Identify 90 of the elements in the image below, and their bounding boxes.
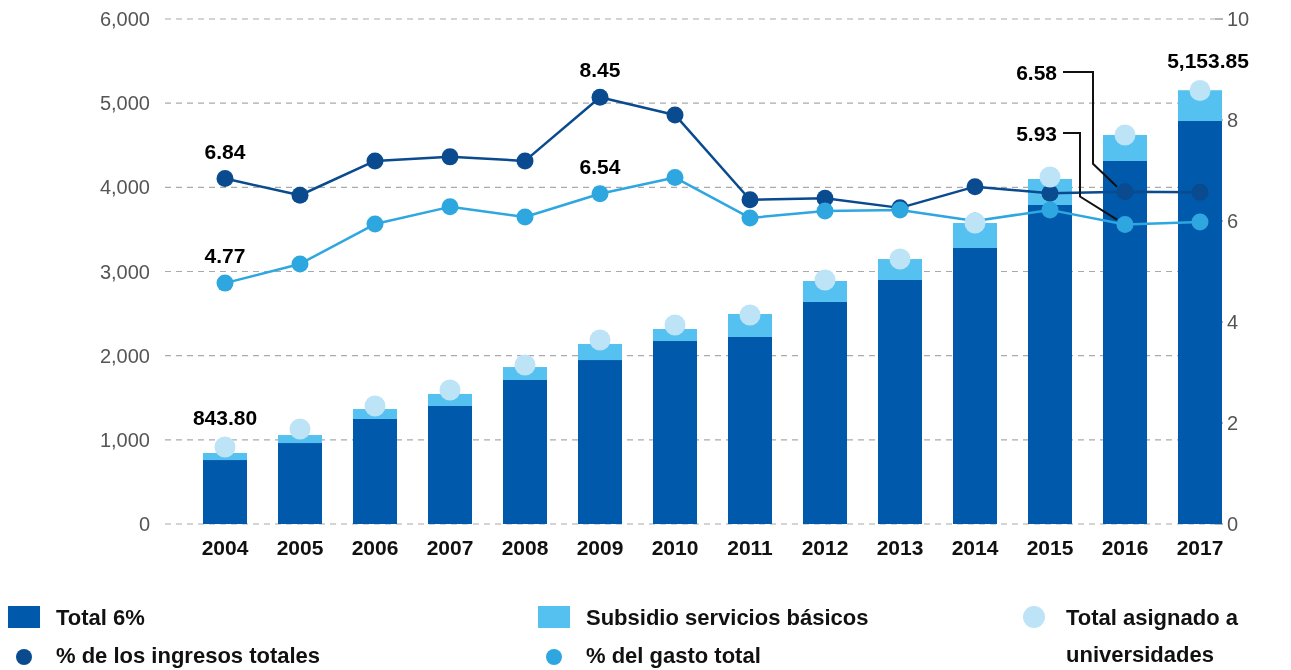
legend-label: Total asignado a universidades	[1066, 605, 1239, 667]
point	[1039, 166, 1061, 188]
point	[741, 191, 759, 209]
bar	[728, 336, 772, 524]
point	[889, 248, 911, 270]
x-tick-label: 2009	[576, 536, 624, 559]
data-label: 6.54	[579, 154, 621, 178]
y2-tick-label: 4	[1227, 311, 1239, 333]
point	[214, 436, 236, 458]
point	[591, 88, 609, 106]
bar	[953, 248, 997, 524]
bar	[653, 341, 697, 524]
y2-tick-label: 6	[1227, 210, 1239, 232]
x-tick-label: 2014	[951, 536, 999, 559]
legend-label: Subsidio servicios básicos	[586, 605, 869, 630]
point	[1189, 80, 1211, 102]
x-tick-label: 2017	[1176, 536, 1224, 559]
x-tick-label: 2007	[426, 536, 474, 559]
point	[364, 395, 386, 417]
bar	[203, 460, 247, 524]
point	[289, 418, 311, 440]
x-tick-label: 2004	[201, 536, 249, 559]
point	[741, 209, 759, 227]
point	[666, 106, 684, 124]
point	[291, 186, 309, 204]
y2-tick-label: 0	[1227, 513, 1239, 535]
point	[1191, 213, 1209, 231]
data-label: 8.45	[579, 58, 621, 82]
bar	[578, 360, 622, 524]
point	[516, 208, 534, 226]
point	[816, 202, 834, 220]
y-tick-label: 2,000	[99, 344, 150, 367]
data-label: 6.58	[1016, 61, 1058, 84]
point	[291, 255, 309, 273]
x-tick-label: 2010	[651, 536, 699, 559]
x-tick-label: 2013	[876, 536, 924, 559]
x-tick-label: 2011	[727, 536, 774, 559]
point	[964, 212, 986, 234]
point	[216, 170, 234, 188]
y2-tick-label: 2	[1227, 412, 1239, 434]
point	[366, 215, 384, 233]
bar	[428, 406, 472, 524]
point	[441, 198, 459, 216]
y2-tick-label: 10	[1227, 8, 1250, 30]
data-label: 6.84	[204, 139, 246, 163]
point	[1116, 216, 1134, 234]
point	[514, 354, 536, 376]
point	[216, 274, 234, 292]
y-tick-label: 3,000	[99, 260, 150, 283]
legend-label: % de los ingresos totales	[56, 643, 321, 668]
x-tick-label: 2005	[276, 536, 324, 559]
bar	[1178, 121, 1222, 524]
x-tick-label: 2006	[351, 536, 399, 559]
y-tick-label: 0	[138, 513, 150, 535]
point	[1114, 124, 1136, 146]
data-label: 4.77	[204, 244, 246, 268]
total-label: 5,153.85	[1167, 49, 1250, 73]
y-tick-label: 1,000	[99, 428, 150, 451]
x-tick-label: 2012	[801, 536, 849, 559]
point	[366, 152, 384, 170]
point	[1116, 183, 1134, 201]
x-tick-label: 2015	[1026, 536, 1074, 559]
point	[591, 185, 609, 203]
point	[439, 379, 461, 401]
point	[516, 152, 534, 170]
y-tick-label: 5,000	[99, 92, 150, 115]
point	[666, 169, 684, 187]
point	[664, 314, 686, 336]
y-tick-label: 4,000	[99, 176, 150, 199]
legend-label: % del gasto total	[586, 643, 761, 668]
point	[1191, 183, 1209, 201]
x-tick-label: 2016	[1101, 536, 1149, 559]
bar	[1028, 205, 1072, 524]
bar	[803, 301, 847, 524]
data-label: 5.93	[1016, 122, 1057, 145]
bar	[503, 379, 547, 524]
total-label: 843.80	[192, 405, 258, 429]
x-tick-label: 2008	[501, 536, 549, 559]
bar	[278, 443, 322, 524]
point	[814, 269, 836, 291]
point	[966, 178, 984, 196]
point	[589, 329, 611, 351]
y-tick-label: 6,000	[99, 8, 150, 30]
bar	[1103, 160, 1147, 524]
legend-label: Total 6%	[56, 605, 145, 630]
point	[1041, 201, 1059, 219]
bar	[353, 418, 397, 524]
bar	[878, 280, 922, 524]
y2-tick-label: 8	[1227, 109, 1239, 131]
point	[441, 148, 459, 166]
